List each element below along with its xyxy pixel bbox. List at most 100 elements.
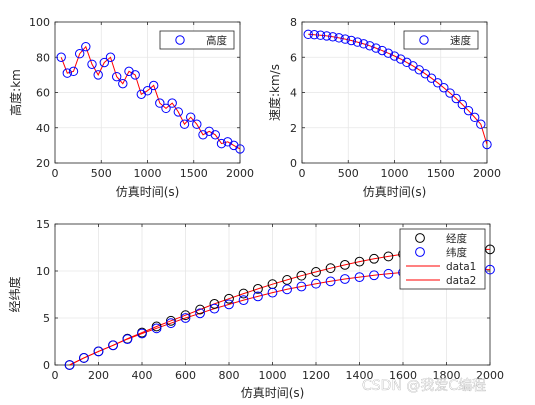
y-axis-label: 速度:km/s	[267, 64, 282, 121]
data-point-速度	[365, 41, 375, 51]
data-point-经度	[354, 256, 365, 267]
data-point-纬度	[325, 276, 336, 287]
x-tick-label: 2000	[476, 369, 504, 382]
data-point-高度	[99, 57, 110, 68]
data-point-经度	[325, 263, 336, 274]
data-point-纬度	[180, 313, 191, 323]
y-tick-label: 6	[290, 51, 297, 64]
legend-label-高度: 高度	[206, 34, 227, 47]
data-point-纬度	[253, 291, 263, 302]
data-point-速度	[395, 54, 406, 64]
legend-marker-纬度	[415, 247, 425, 257]
data-point-高度	[167, 98, 177, 108]
data-point-速度	[334, 33, 344, 43]
data-point-高度	[68, 66, 79, 77]
y-axis-label: 经纬度	[7, 276, 22, 312]
data-point-速度	[315, 30, 326, 40]
x-tick-label: 0	[299, 167, 306, 180]
data-point-高度	[56, 52, 66, 62]
x-tick-label: 200	[88, 369, 109, 382]
data-point-纬度	[485, 264, 495, 275]
legend-box	[399, 228, 486, 290]
y-tick-label: 2	[290, 122, 297, 135]
data-point-纬度	[340, 274, 350, 284]
y-tick-label: 0	[43, 359, 50, 372]
data-point-经度	[485, 244, 495, 255]
data-point-纬度	[238, 295, 249, 306]
data-point-高度	[173, 107, 184, 117]
x-tick-label: 1000	[134, 167, 162, 180]
y-tick-label: 4	[290, 87, 297, 100]
data-point-速度	[457, 99, 468, 110]
data-point-经度	[224, 293, 234, 304]
y-tick-label: 100	[29, 16, 50, 29]
data-point-纬度	[108, 340, 118, 351]
legend-marker-高度	[175, 35, 185, 45]
watermark: CSDN @我爱C编程	[362, 378, 486, 394]
x-tick-label: 1400	[346, 369, 374, 382]
x-tick-label: 2000	[226, 167, 254, 180]
data-point-高度	[93, 70, 103, 80]
data-point-纬度	[224, 299, 234, 310]
data-point-高度	[235, 144, 245, 154]
data-point-高度	[105, 52, 116, 62]
data-point-速度	[346, 35, 357, 46]
legend-label-data1: data1	[446, 261, 476, 273]
y-axis-label: 高度:km	[8, 69, 23, 116]
data-point-速度	[383, 48, 394, 58]
data-point-高度	[192, 119, 202, 129]
data-point-速度	[377, 45, 387, 56]
data-point-高度	[81, 41, 91, 52]
legend-label-经度: 经度	[446, 232, 467, 245]
x-tick-label: 500	[338, 167, 359, 180]
data-point-速度	[420, 69, 431, 79]
x-tick-label: 500	[91, 167, 112, 180]
data-point-高度	[74, 49, 85, 59]
data-point-速度	[426, 73, 437, 83]
data-point-速度	[303, 29, 313, 40]
data-point-高度	[148, 80, 159, 91]
data-point-高度	[130, 70, 140, 80]
data-point-经度	[209, 299, 220, 309]
data-point-速度	[476, 119, 486, 129]
legend-marker-经度	[415, 233, 425, 243]
data-point-纬度	[151, 323, 162, 334]
data-point-速度	[321, 31, 332, 41]
data-point-高度	[185, 112, 196, 122]
lat-lon-chart: 0 200 400 600 800 1000 1200 1400 1600 1800 2000 0 5 1…	[7, 218, 504, 400]
data-point-纬度	[137, 328, 147, 339]
data-point-高度	[216, 138, 227, 149]
data-point-经度	[383, 251, 394, 262]
legend-label-纬度: 纬度	[446, 246, 467, 259]
data-point-纬度	[354, 272, 365, 283]
data-point-纬度	[311, 278, 321, 289]
data-point-经度	[180, 310, 191, 321]
data-point-速度	[340, 34, 350, 44]
series-line-速度	[308, 33, 488, 145]
data-point-纬度	[93, 346, 104, 357]
x-tick-label: 600	[175, 369, 196, 382]
data-point-高度	[155, 98, 165, 108]
data-point-纬度	[166, 318, 176, 329]
data-point-纬度	[64, 360, 75, 370]
data-point-高度	[161, 103, 171, 114]
data-point-高度	[111, 71, 122, 82]
y-tick-label: 5	[43, 312, 50, 325]
data-point-速度	[309, 29, 320, 40]
data-point-速度	[469, 112, 480, 123]
x-tick-label: 1800	[433, 369, 461, 382]
data-point-纬度	[79, 353, 89, 363]
legend-label-data2: data2	[446, 275, 476, 287]
y-tick-label: 20	[36, 157, 50, 170]
data-point-速度	[482, 139, 492, 150]
x-tick-label: 1000	[381, 167, 409, 180]
data-point-经度	[195, 304, 205, 315]
data-point-纬度	[282, 284, 292, 295]
y-tick-label: 8	[290, 16, 297, 29]
data-point-纬度	[267, 287, 278, 298]
data-point-速度	[371, 43, 381, 53]
data-point-速度	[439, 83, 449, 93]
legend-label-速度: 速度	[450, 34, 471, 47]
